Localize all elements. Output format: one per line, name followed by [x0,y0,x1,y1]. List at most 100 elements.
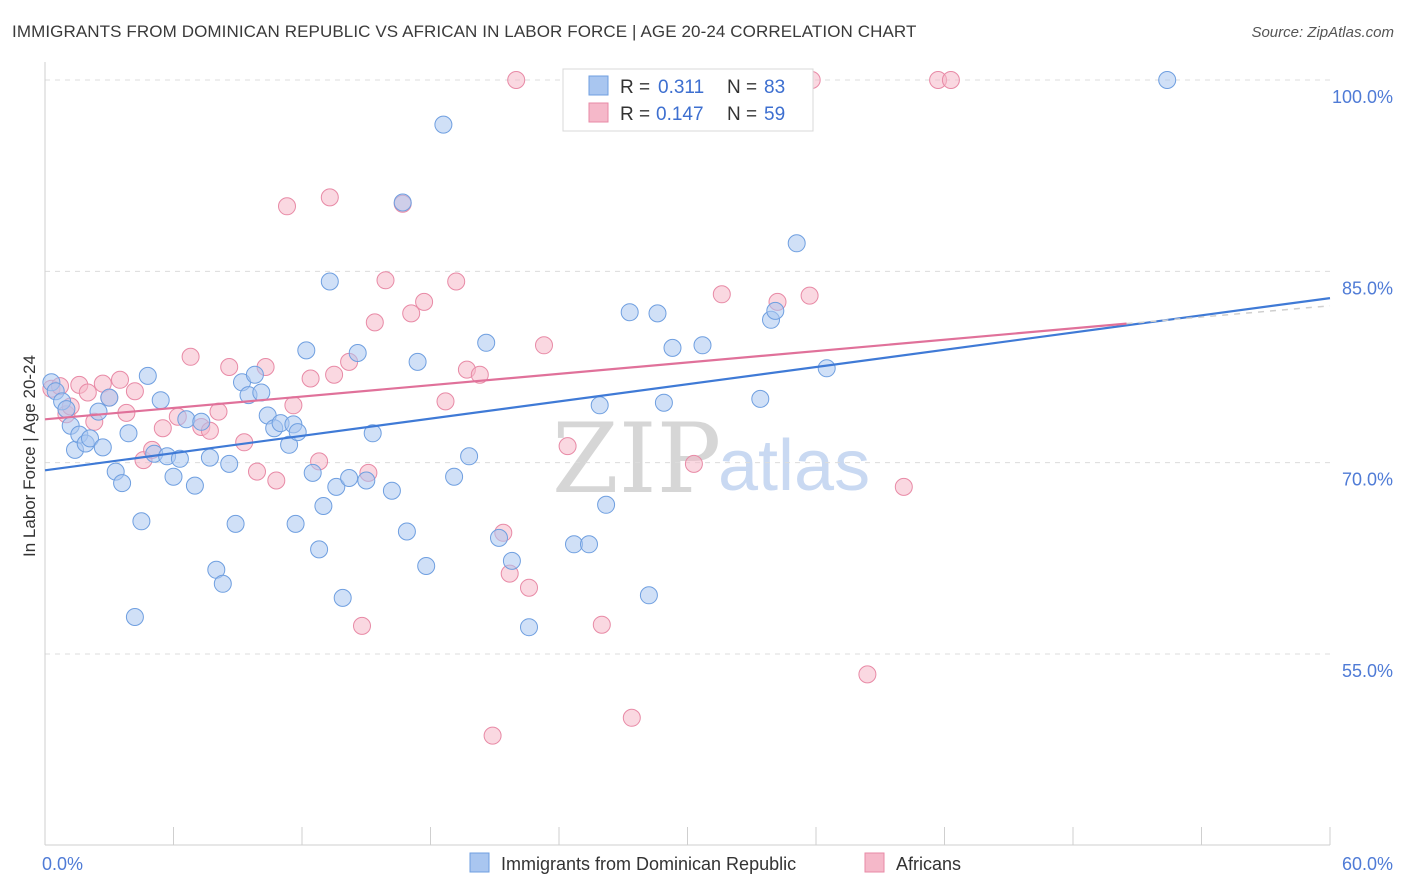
axes: 55.0% 70.0% 85.0% 100.0% 0.0% 60.0% [42,62,1393,874]
africans-point [320,188,339,207]
dominican-point [382,481,401,500]
dominican-point [663,338,682,357]
dominican-point [314,497,333,515]
dominican-point [590,396,609,415]
africans-point [483,726,502,745]
dominican-point [363,424,382,443]
dominican-point [286,514,305,533]
africans-point [278,197,296,216]
legend-r-label-1: R = [620,77,650,98]
dominican-point [185,476,204,495]
y-tick-label: 100.0% [1332,87,1393,107]
dominican-point [639,586,658,605]
africans-point [592,615,611,634]
dominican-point [340,469,359,487]
y-tick-label: 70.0% [1342,470,1393,490]
legend-r-value-2: 0.147 [656,104,704,125]
dominican-point [89,402,108,421]
africans-point [111,370,129,389]
africans-point [376,271,395,290]
dominican-point [100,388,119,407]
legend-n-label-1: N = [727,77,757,98]
africans-point [365,313,384,332]
dominican-point [138,366,157,385]
africans-point [858,665,877,684]
dominican-points [42,71,1177,637]
dominican-point [502,551,521,570]
dominican-point [93,438,112,457]
chart-title: IMMIGRANTS FROM DOMINICAN REPUBLIC VS AF… [12,22,917,41]
africans-point [402,304,421,323]
y-tick-label: 55.0% [1342,661,1393,681]
dominican-point [113,474,132,493]
legend-n-value-2: 59 [764,104,785,125]
africans-point [436,392,455,411]
dominican-point [320,272,339,291]
dominican-point [1158,71,1177,89]
series-swatch-africans [864,852,885,873]
dominican-point [357,471,376,490]
dominican-point [192,412,211,431]
trend-lines [44,297,1331,472]
dominican-point [220,454,239,473]
dominican-point [57,400,76,419]
dominican-point [213,574,232,593]
legend-swatch-pink [588,102,609,123]
dominican-point [417,557,436,575]
source-credit: Source: ZipAtlas.com [1251,24,1394,41]
africans-point [125,382,144,401]
y-axis-title: In Labor Force | Age 20-24 [20,355,39,557]
africans-point [622,708,641,727]
africans-point [153,419,172,438]
dominican-point [751,389,770,408]
dominican-point [170,449,189,468]
africans-point [209,402,228,421]
africans-point [507,71,526,89]
africans-point [301,369,320,388]
africans-point [78,383,97,402]
dominican-point [303,463,322,482]
africans-point [712,285,731,304]
dominican-point [393,193,412,212]
series-label-dominican: Immigrants from Dominican Republic [501,854,796,874]
africans-point [535,336,553,355]
africans-point [220,358,239,376]
africans-point [520,578,538,597]
dominican-point [654,393,673,412]
dominican-point [565,535,583,554]
africans-point [284,396,303,415]
y-tick-label: 85.0% [1342,278,1393,298]
dominican-point [252,383,271,402]
dominican-point [245,365,264,384]
dominican-point [132,512,151,531]
x-tick-label-max: 60.0% [1342,854,1393,874]
x-tick-label-min: 0.0% [42,854,83,874]
legend-n-label-2: N = [727,104,757,125]
dominican-point [177,410,196,429]
legend-n-value-1: 83 [764,77,785,98]
dominican-point [397,522,416,541]
dominican-point [151,391,170,410]
dominican-point [817,359,836,378]
watermark: ZIP atlas [552,403,870,515]
dominican-point [297,341,316,360]
series-legend: Immigrants from Dominican Republic Afric… [469,852,961,874]
africans-point [248,462,266,481]
dominican-point [620,303,639,322]
dominican-point [445,467,464,486]
dominican-trend-line [44,297,1331,472]
dominican-point [520,618,538,637]
dominican-point [348,344,367,362]
africans-point [325,365,344,384]
africans-trend-line [44,322,1127,421]
dominican-point [460,447,479,466]
africans-point [447,272,466,291]
africans-point [684,454,703,473]
africans-point [470,365,489,384]
correlation-legend: R = 0.311 N = 83 R = 0.147 N = 59 [562,68,814,132]
dominican-point [200,448,219,467]
legend-r-value-1: 0.311 [658,77,704,98]
africans-point [267,471,286,490]
dominican-point [327,477,346,496]
